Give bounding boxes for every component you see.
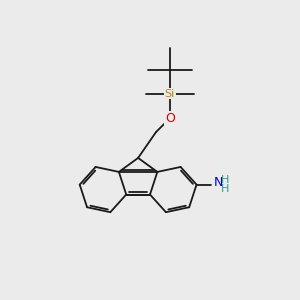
Text: N: N [214,176,223,189]
Text: O: O [165,112,175,125]
Text: H: H [221,175,230,185]
Text: Si: Si [165,88,175,98]
Text: H: H [221,184,230,194]
